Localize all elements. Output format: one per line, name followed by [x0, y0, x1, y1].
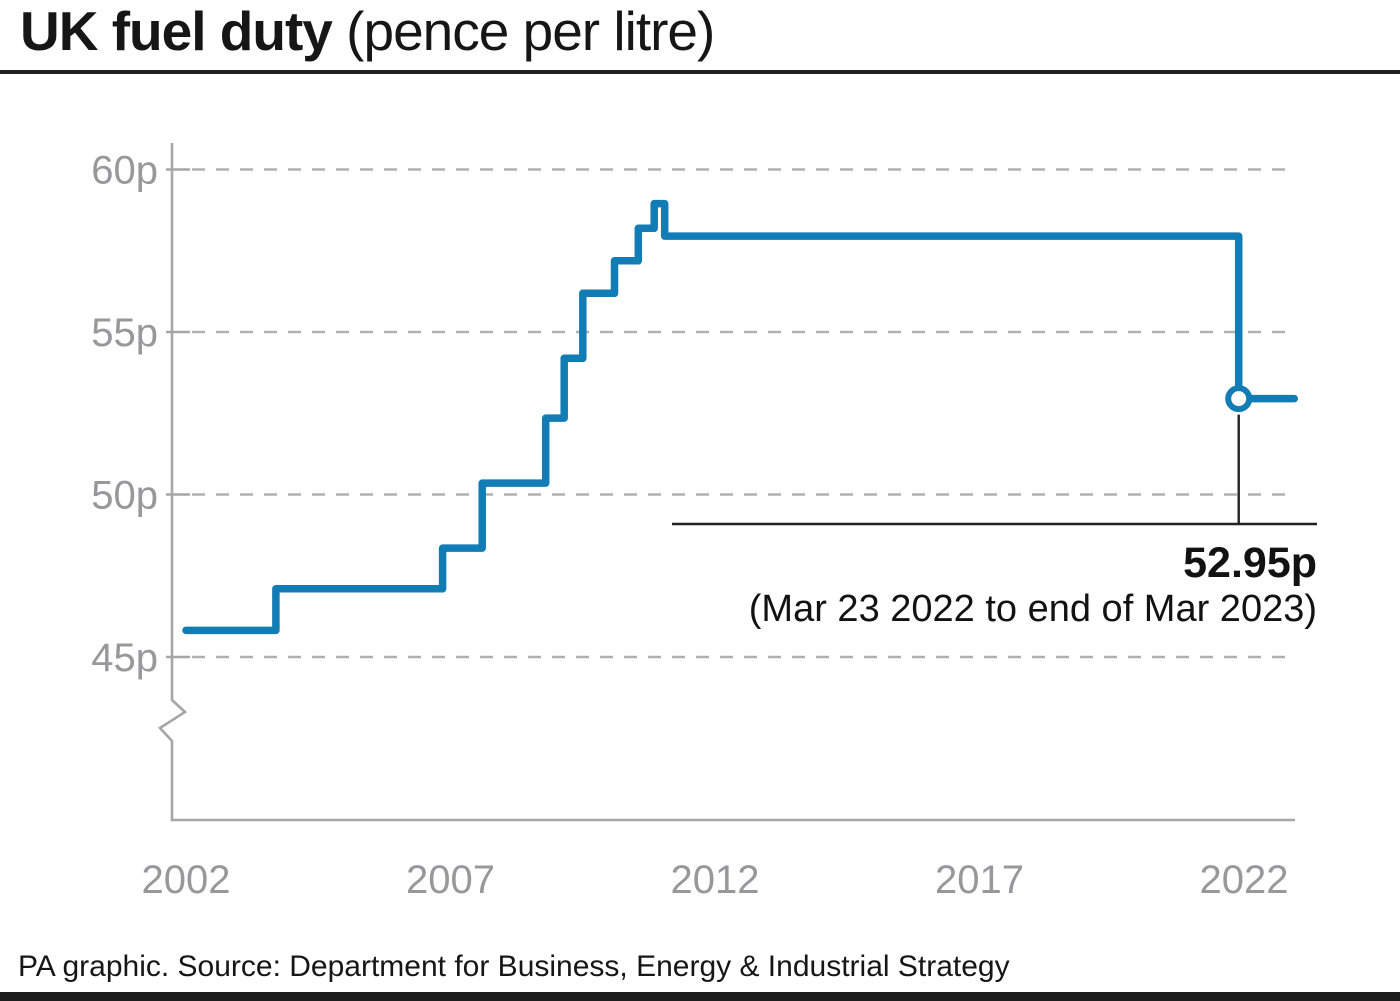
- annotation-note-label: (Mar 23 2022 to end of Mar 2023): [749, 588, 1317, 630]
- gridlines: [192, 168, 1293, 659]
- y-tick-label-50p: 50p: [91, 474, 158, 518]
- fuel-duty-line: [182, 199, 1299, 635]
- x-tick-label-2002: 2002: [142, 858, 231, 902]
- source-credit: PA graphic. Source: Department for Busin…: [18, 950, 1010, 983]
- latest-value-marker: [1225, 385, 1253, 413]
- axes: 45p 50p 55p 60p 2002 2007 2012 2017 2022: [91, 143, 1295, 902]
- annotation-value-label: 52.95p: [1183, 539, 1317, 587]
- y-tick-label-55p: 55p: [91, 311, 158, 355]
- x-tick-label-2017: 2017: [935, 858, 1024, 902]
- axis-lines-with-break: [157, 143, 1295, 822]
- chart-title-unit: (pence per litre): [331, 0, 715, 62]
- chart-title: UK fuel duty (pence per litre): [20, 0, 715, 63]
- y-tick-label-60p: 60p: [91, 149, 158, 193]
- x-tick-label-2007: 2007: [406, 858, 495, 902]
- annotation-group: 52.95p (Mar 23 2022 to end of Mar 2023): [672, 414, 1317, 630]
- series: [182, 199, 1299, 635]
- x-tick-label-2012: 2012: [671, 858, 760, 902]
- x-tick-label-2022: 2022: [1200, 858, 1289, 902]
- y-tick-label-45p: 45p: [91, 636, 158, 680]
- title-divider-rule: [0, 70, 1400, 74]
- chart-title-main: UK fuel duty: [20, 0, 333, 62]
- footer-bar: [0, 992, 1400, 1001]
